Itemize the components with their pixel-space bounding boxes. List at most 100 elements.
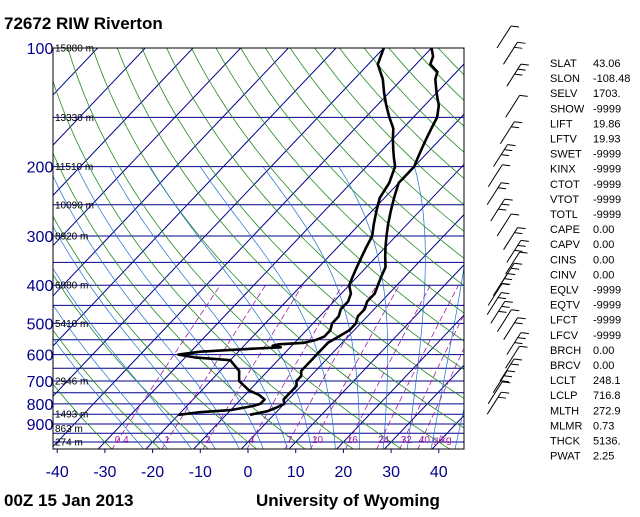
temperature-tick-label: -30 (93, 464, 116, 481)
wind-barb-staff (487, 392, 501, 414)
pressure-tick-label: 600 (27, 348, 54, 365)
wind-barb-feather (520, 252, 528, 253)
mixing-ratio-label: 10 (312, 435, 324, 446)
mixing-ratio-label: 24 (378, 435, 390, 446)
index-value: -9999 (593, 149, 621, 161)
index-label: MLTH (550, 405, 579, 417)
index-label: SELV (550, 88, 578, 100)
wind-barb-feather (514, 359, 522, 360)
wind-barb-feather (514, 74, 522, 75)
wind-barb-feather (507, 274, 515, 275)
temperature-tick-label: -20 (141, 464, 164, 481)
wind-barb-feather (511, 127, 519, 128)
temperature-tick-label: 20 (335, 464, 353, 481)
index-value: -9999 (593, 179, 621, 191)
index-label: LIFT (550, 118, 573, 130)
wind-barb-feather (515, 343, 523, 344)
wind-barb-feather (498, 209, 506, 210)
index-value: -9999 (593, 300, 621, 312)
temperature-tick-label: -10 (189, 464, 212, 481)
wind-barb-feather (520, 95, 528, 96)
dry-adiabat (159, 30, 597, 450)
index-label: EQTV (550, 300, 581, 312)
index-label: EQLV (550, 285, 579, 297)
wind-barb-staff (500, 122, 514, 144)
mixing-ratio-label: 4 (249, 435, 255, 446)
height-label: 8920 m (55, 231, 88, 242)
height-label: 5410 m (55, 319, 88, 330)
height-label: 863 m (55, 424, 83, 435)
dry-adiabat (87, 30, 452, 450)
index-value: 0.00 (593, 269, 614, 281)
wind-barb-feather (514, 233, 522, 234)
index-value: 0.00 (593, 254, 614, 266)
index-value: 716.8 (593, 390, 621, 402)
index-value: 2.25 (593, 451, 614, 463)
wind-barb-feather (501, 392, 509, 393)
index-label: VTOT (550, 194, 579, 206)
index-label: LCLP (550, 390, 578, 402)
wind-barb-feather (511, 268, 519, 269)
wind-barb-staff (497, 310, 511, 332)
time-label: 00Z 15 Jan 2013 (4, 491, 133, 510)
wind-barb-staff (506, 95, 520, 117)
height-label: 15880 m (55, 44, 94, 55)
wind-barb-feather (502, 382, 510, 383)
index-value: 0.73 (593, 420, 614, 432)
pressure-tick-label: 900 (27, 417, 54, 434)
wind-barb-staff (497, 26, 511, 48)
dewpoint-profile (178, 48, 395, 415)
index-label: SLON (550, 73, 580, 85)
mixing-ratio-label: 40 g/kg (419, 435, 452, 446)
pressure-tick-label: 300 (27, 229, 54, 246)
pressure-tick-label: 200 (27, 160, 54, 177)
index-label: CAPE (550, 224, 580, 236)
index-label: LCLT (550, 375, 576, 387)
index-value: -9999 (593, 164, 621, 176)
wind-barb-feather (507, 145, 515, 146)
mixing-ratio-line (246, 285, 342, 450)
mixing-ratio-line (161, 285, 266, 450)
isotherm-line (145, 30, 544, 450)
index-label: MLMR (550, 420, 582, 432)
moist-adiabat (200, 167, 335, 451)
mixing-ratio-label: 0.4 (115, 435, 129, 446)
station-title: 72672 RIW Riverton (4, 14, 163, 33)
wind-barb-feather (502, 165, 510, 166)
index-value: 5136. (593, 436, 621, 448)
wind-barb-feather (502, 306, 510, 307)
index-value: 0.00 (593, 360, 614, 372)
mixing-ratio-label: 1 (164, 435, 170, 446)
wind-barb-feather (511, 364, 519, 365)
plot-frame (53, 48, 464, 449)
source-label: University of Wyoming (256, 491, 440, 510)
wind-barb-feather (501, 155, 509, 156)
wind-barb-feather (504, 279, 512, 280)
wind-barb-feather (498, 188, 506, 189)
index-label: CINV (550, 269, 577, 281)
wind-barb-feather (501, 381, 509, 382)
index-value: 248.1 (593, 375, 621, 387)
wind-barb-staff (497, 214, 511, 236)
wind-barb-staff (504, 318, 518, 340)
index-value: 1703. (593, 88, 621, 100)
pressure-tick-label: 400 (27, 278, 54, 295)
dry-adiabat (302, 30, 640, 450)
index-label: LFCV (550, 330, 579, 342)
index-value: -9999 (593, 194, 621, 206)
mixing-ratio-label: 32 (401, 435, 413, 446)
temperature-tick-label: 0 (244, 464, 253, 481)
wind-barb-feather (504, 376, 512, 377)
index-label: LFTV (550, 134, 578, 146)
temperature-tick-label: 40 (430, 464, 448, 481)
index-value: 19.86 (593, 118, 621, 130)
dry-adiabat (278, 30, 640, 450)
wind-barb-feather (514, 47, 522, 48)
wind-barb-feather (505, 301, 513, 302)
height-label: 10090 m (55, 200, 94, 211)
height-label: 11510 m (55, 162, 93, 173)
index-label: KINX (550, 164, 576, 176)
index-label: BRCV (550, 360, 581, 372)
index-value: 0.00 (593, 345, 614, 357)
